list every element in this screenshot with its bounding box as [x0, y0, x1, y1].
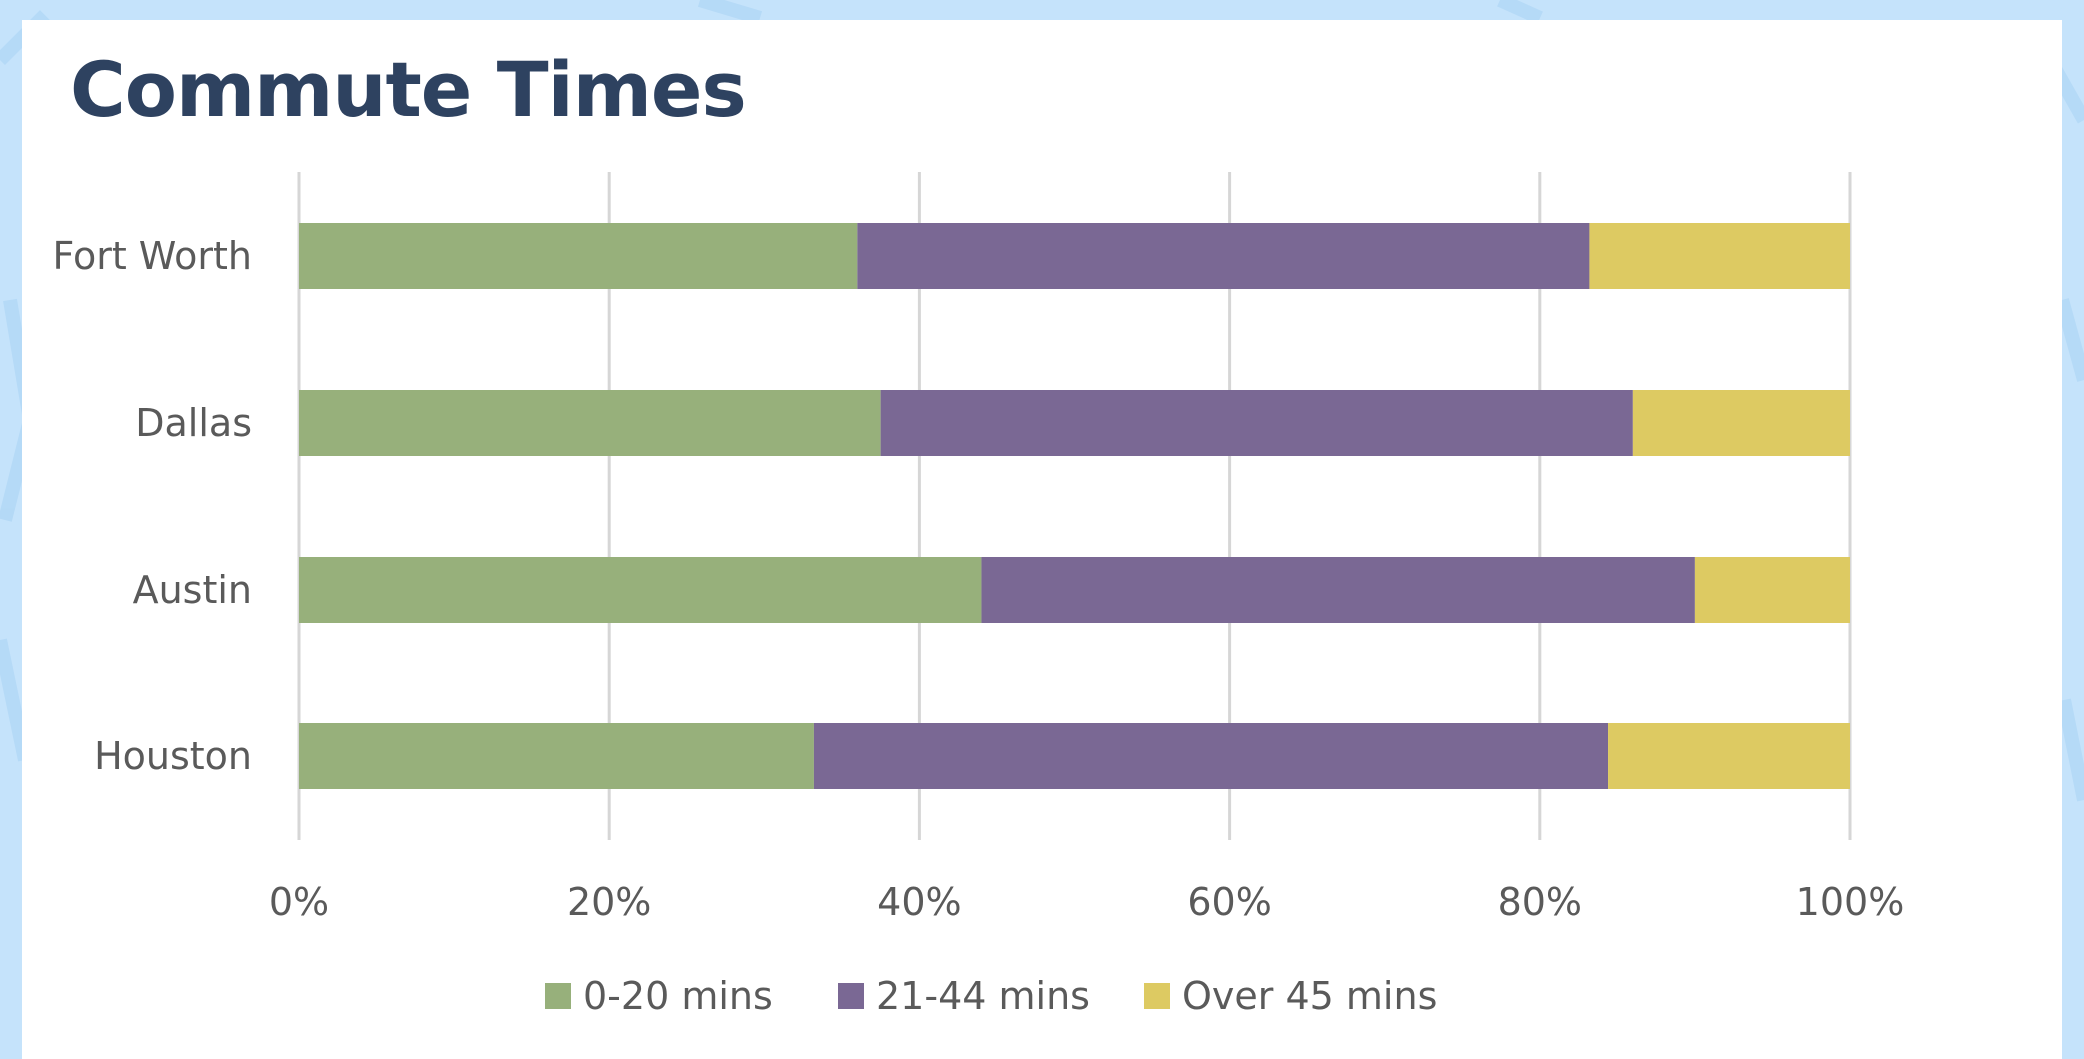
category-label: Fort Worth	[52, 234, 252, 278]
legend-swatch	[838, 983, 864, 1009]
bar-segment	[299, 557, 982, 623]
bar-segment	[880, 390, 1633, 456]
legend: 0-20 mins 21-44 mins Over 45 mins	[545, 974, 1437, 1018]
bar-segment	[1694, 557, 1850, 623]
bar-segment	[299, 723, 814, 789]
legend-swatch	[545, 983, 571, 1009]
x-tick-label: 0%	[269, 880, 329, 924]
category-labels: Fort Worth Dallas Austin Houston	[52, 234, 252, 778]
legend-swatch	[1144, 983, 1170, 1009]
legend-label: 21-44 mins	[876, 974, 1090, 1018]
legend-label: 0-20 mins	[583, 974, 773, 1018]
legend-label: Over 45 mins	[1182, 974, 1437, 1018]
chart-card	[22, 20, 2062, 1059]
bar-segment	[1589, 223, 1850, 289]
bars	[299, 223, 1850, 789]
x-tick-labels: 0% 20% 40% 60% 80% 100%	[269, 880, 1904, 924]
x-tick-label: 60%	[1187, 880, 1271, 924]
category-label: Dallas	[135, 401, 252, 445]
bar-segment	[981, 557, 1695, 623]
bar-segment	[857, 223, 1590, 289]
bar-segment	[1608, 723, 1850, 789]
chart-title: Commute Times	[70, 45, 747, 134]
x-tick-label: 100%	[1796, 880, 1905, 924]
bar-segment	[1632, 390, 1850, 456]
bar-segment	[299, 223, 858, 289]
category-label: Austin	[133, 568, 252, 612]
bar-segment	[813, 723, 1609, 789]
x-tick-label: 20%	[567, 880, 651, 924]
x-tick-label: 40%	[877, 880, 961, 924]
category-label: Houston	[94, 734, 252, 778]
x-tick-label: 80%	[1498, 880, 1582, 924]
bar-segment	[299, 390, 881, 456]
